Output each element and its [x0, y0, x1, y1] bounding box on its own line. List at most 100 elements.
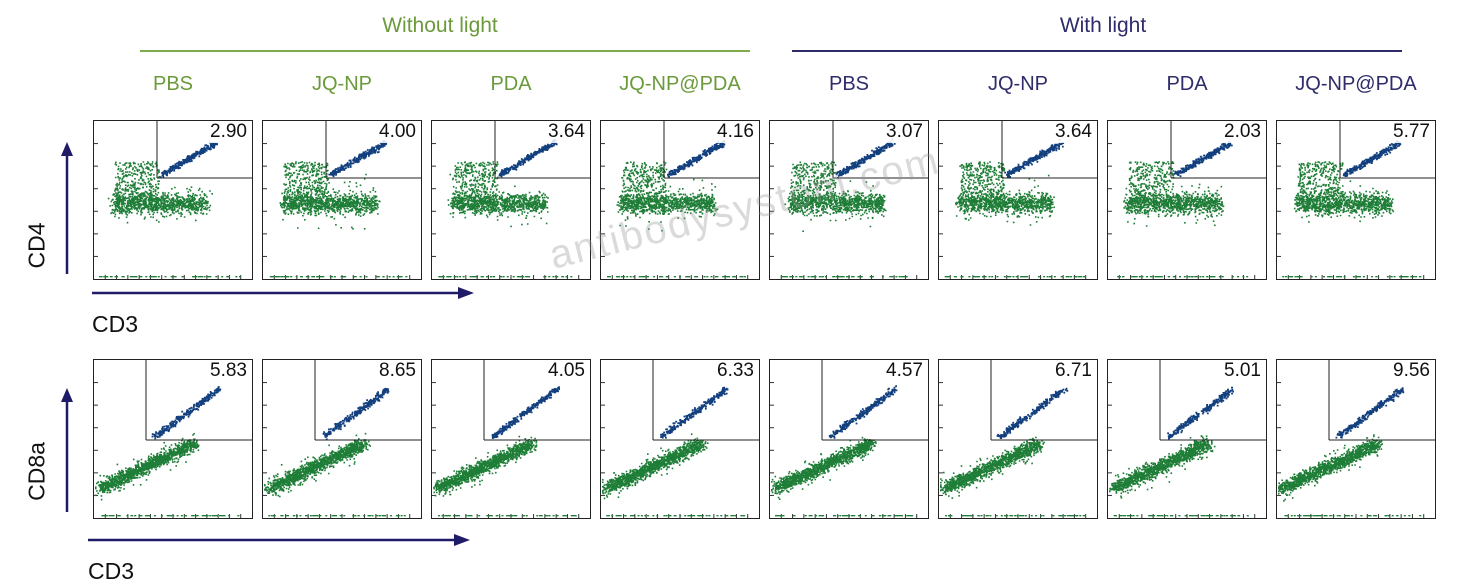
positive-population-dots — [660, 386, 729, 439]
group-line-with-light — [792, 50, 1402, 52]
flow-panel-cd8a-with-light-jq-np: 6.71 — [938, 359, 1098, 519]
row2-y-axis-label: CD8a — [23, 442, 50, 501]
group-title-without-light: Without light — [382, 14, 498, 37]
column-label-without-light-jq-np-pda: JQ-NP@PDA — [619, 73, 741, 95]
column-label-without-light-jq-np: JQ-NP — [312, 73, 372, 95]
positive-population-dots — [1173, 141, 1233, 178]
quadrant-percentage: 5.77 — [1392, 121, 1431, 143]
column-label-with-light-pda: PDA — [1166, 73, 1208, 95]
negative-population-dots — [944, 161, 1086, 278]
negative-population-dots — [1109, 435, 1249, 517]
scatter-plot — [432, 360, 590, 518]
negative-population-dots — [940, 436, 1086, 517]
flow-panel-cd4-without-light-pbs: 2.90 — [93, 120, 253, 280]
column-label-without-light-pda: PDA — [490, 73, 532, 95]
negative-population-dots — [602, 433, 746, 517]
row1-y-axis-arrow — [61, 142, 73, 274]
group-line-without-light — [140, 50, 750, 52]
scatter-plot — [770, 360, 928, 518]
column-label-with-light-pbs: PBS — [828, 73, 870, 95]
scatter-plot — [1277, 360, 1435, 518]
flow-panel-cd8a-with-light-pda: 5.01 — [1107, 359, 1267, 519]
flow-panel-cd4-with-light-pda: 2.03 — [1107, 120, 1267, 280]
flow-panel-cd4-without-light-pda: 3.64 — [431, 120, 591, 280]
scatter-plot — [432, 121, 590, 279]
scatter-plot — [1277, 121, 1435, 279]
row1-x-axis-label: CD3 — [92, 311, 139, 337]
column-label-with-light-jq-np-pda: JQ-NP@PDA — [1295, 73, 1417, 95]
scatter-plot — [263, 360, 421, 518]
row2-x-axis-label: CD3 — [88, 558, 135, 584]
scatter-plot — [94, 360, 252, 518]
negative-population-dots — [771, 436, 914, 517]
negative-population-dots — [269, 161, 408, 278]
positive-population-dots — [667, 140, 726, 178]
flow-panel-cd4-with-light-jq-np-pda: 5.77 — [1276, 120, 1436, 280]
row2-x-axis-arrow — [88, 534, 470, 546]
quadrant-percentage: 4.00 — [378, 121, 417, 143]
positive-population-dots — [828, 385, 898, 439]
quadrant-percentage: 4.16 — [716, 121, 755, 143]
row1-y-axis-label: CD4 — [23, 222, 50, 269]
flow-panel-cd4-without-light-jq-np-pda: 4.16 — [600, 120, 760, 280]
flow-panel-cd8a-with-light-jq-np-pda: 9.56 — [1276, 359, 1436, 519]
positive-population-dots — [1335, 387, 1405, 439]
positive-population-dots — [835, 138, 896, 179]
scatter-plot — [939, 360, 1097, 518]
positive-population-dots — [151, 386, 222, 440]
flow-panel-cd8a-without-light-jq-np-pda: 6.33 — [600, 359, 760, 519]
scatter-plot — [601, 121, 759, 279]
quadrant-percentage: 5.01 — [1223, 360, 1262, 382]
flow-panel-cd8a-with-light-pbs: 4.57 — [769, 359, 929, 519]
positive-population-dots — [1167, 386, 1234, 440]
negative-population-dots — [438, 161, 573, 278]
scatter-plot — [94, 121, 252, 279]
quadrant-percentage: 3.64 — [1054, 121, 1093, 143]
quadrant-percentage: 8.65 — [378, 360, 417, 382]
positive-population-dots — [328, 140, 388, 178]
quadrant-percentage: 4.05 — [547, 360, 586, 382]
negative-population-dots — [1282, 161, 1422, 278]
flow-panel-cd4-without-light-jq-np: 4.00 — [262, 120, 422, 280]
quadrant-percentage: 6.33 — [716, 360, 755, 382]
flow-panel-cd8a-without-light-pda: 4.05 — [431, 359, 591, 519]
negative-population-dots — [264, 432, 406, 517]
negative-population-dots — [433, 435, 577, 517]
scatter-plot — [1108, 121, 1266, 279]
quadrant-percentage: 3.07 — [885, 121, 924, 143]
flow-panel-cd8a-without-light-pbs: 5.83 — [93, 359, 253, 519]
positive-population-dots — [1004, 139, 1065, 178]
positive-population-dots — [322, 387, 390, 441]
scatter-plot — [263, 121, 421, 279]
negative-population-dots — [780, 161, 908, 278]
quadrant-percentage: 4.57 — [885, 360, 924, 382]
quadrant-percentage: 2.03 — [1223, 121, 1262, 143]
flow-panel-cd4-with-light-jq-np: 3.64 — [938, 120, 1098, 280]
positive-population-dots — [159, 141, 218, 179]
positive-population-dots — [996, 387, 1069, 439]
flow-panel-cd4-with-light-pbs: 3.07 — [769, 120, 929, 280]
row2-y-axis-arrow — [61, 388, 73, 512]
positive-population-dots — [498, 139, 558, 178]
positive-population-dots — [491, 386, 560, 439]
negative-population-dots — [607, 161, 746, 278]
flow-panel-cd8a-without-light-jq-np: 8.65 — [262, 359, 422, 519]
quadrant-percentage: 9.56 — [1392, 360, 1431, 382]
scatter-plot — [770, 121, 928, 279]
column-label-without-light-pbs: PBS — [152, 73, 194, 95]
row1-x-axis-arrow — [92, 287, 474, 299]
group-title-with-light: With light — [1059, 14, 1147, 37]
negative-population-dots — [95, 432, 240, 517]
negative-population-dots — [99, 161, 241, 278]
scatter-plot — [1108, 360, 1266, 518]
quadrant-percentage: 6.71 — [1054, 360, 1093, 382]
negative-population-dots — [1117, 161, 1249, 278]
quadrant-percentage: 3.64 — [547, 121, 586, 143]
scatter-plot — [939, 121, 1097, 279]
quadrant-percentage: 2.90 — [209, 121, 248, 143]
column-label-with-light-jq-np: JQ-NP — [988, 73, 1048, 95]
scatter-plot — [601, 360, 759, 518]
positive-population-dots — [1342, 140, 1402, 177]
negative-population-dots — [1278, 434, 1422, 517]
quadrant-percentage: 5.83 — [209, 360, 248, 382]
